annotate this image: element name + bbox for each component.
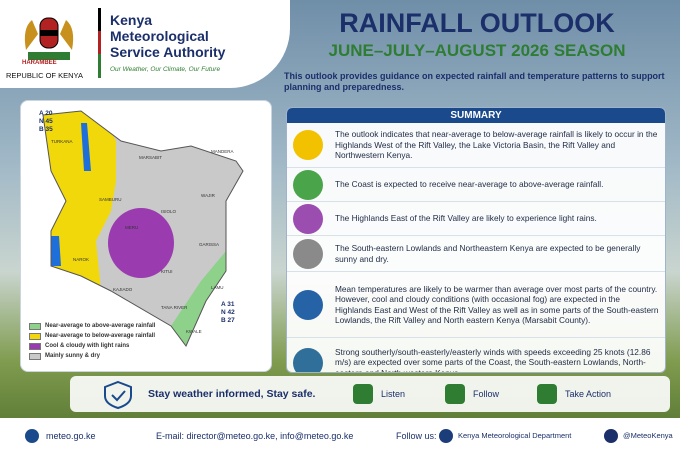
summary-item: Strong southerly/south-easterly/easterly… (287, 338, 665, 373)
action[interactable]: Listen (353, 384, 445, 404)
header: HARAMBEE REPUBLIC OF KENYA Kenya Meteorol… (0, 0, 290, 88)
probability-label: N 45 (39, 118, 53, 125)
summary-icon (293, 169, 323, 200)
intro: This outlook provides guidance on expect… (284, 71, 665, 92)
legend-label: Cool & cloudy with light rains (45, 343, 130, 349)
facebook[interactable]: Kenya Meteorological Department (458, 431, 572, 440)
organization: Kenya Meteorological Service Authority (110, 12, 225, 60)
legend-swatch (29, 352, 41, 360)
summary-icon (293, 347, 323, 372)
probability-label: A 31 (221, 301, 235, 308)
x-icon (604, 428, 618, 443)
legend-item: Cool & cloudy with light rains (29, 341, 155, 351)
legend-swatch (29, 332, 41, 340)
title: RAINFALL OUTLOOK (339, 8, 615, 38)
org-line: Meteorological (110, 28, 209, 44)
county-label: NAROK (73, 257, 89, 262)
globe-icon (25, 428, 39, 443)
summary-text: Mean temperatures are likely to be warme… (335, 283, 659, 326)
summary-icon (293, 130, 323, 160)
facebook-icon (439, 428, 453, 443)
legend-label: Mainly sunny & dry (45, 353, 101, 359)
map-panel: A 20 N 45 B 35 A 31 N 42 B 27 TURKANA MARSABIT M… (20, 100, 272, 372)
probability-label: B 27 (221, 317, 235, 324)
action-icon (353, 384, 373, 404)
action[interactable]: Follow (445, 384, 537, 404)
summary-text: The Coast is expected to receive near-av… (335, 179, 604, 190)
county-label: SAMBURU (99, 197, 122, 202)
summary-items: The outlook indicates that near-average … (287, 123, 665, 373)
motto: HARAMBEE (22, 60, 57, 66)
summary-text: The Highlands East of the Rift Valley ar… (335, 213, 597, 224)
org-line: Kenya (110, 12, 153, 28)
action[interactable]: Take Action (537, 384, 629, 404)
email[interactable]: E-mail: director@meteo.go.ke, info@meteo… (156, 430, 354, 441)
actions: Listen Follow Take Action (353, 384, 629, 404)
county-label: WAJIR (201, 193, 216, 198)
website[interactable]: meteo.go.ke (46, 430, 96, 441)
shield-icon (104, 380, 132, 409)
action-label: Listen (381, 389, 406, 399)
county-label: TURKANA (51, 139, 73, 144)
banner: Stay weather informed, Stay safe. Listen… (70, 376, 670, 412)
summary-icon (293, 238, 323, 269)
country: REPUBLIC OF KENYA (6, 71, 83, 80)
county-label: MERU (125, 225, 138, 230)
summary-text: Strong southerly/south-easterly/easterly… (335, 346, 651, 373)
probability-label: N 42 (221, 309, 235, 316)
legend: Near-average to above-average rainfall Ne… (29, 321, 155, 361)
action-label: Follow (473, 389, 500, 399)
legend-label: Near-average to above-average rainfall (45, 323, 156, 329)
subtitle: JUNE–JULY–AUGUST 2026 SEASON (328, 41, 626, 60)
summary-heading: SUMMARY (287, 108, 665, 123)
follow-label: Follow us: (396, 430, 437, 441)
county-label: LAMU (211, 285, 224, 290)
legend-item: Near-average to above-average rainfall (29, 321, 155, 331)
county-label: KITUI (161, 269, 173, 274)
title-block: RAINFALL OUTLOOK JUNE–JULY–AUGUST 2026 S… (284, 8, 670, 93)
action-icon (445, 384, 465, 404)
summary-icon (293, 289, 323, 320)
tagline: Our Weather, Our Climate, Our Future (110, 66, 221, 73)
summary: SUMMARY The outlook indicates that near-… (286, 107, 666, 373)
county-label: KWALE (186, 329, 202, 334)
legend-swatch (29, 322, 41, 330)
summary-item: The South-eastern Lowlands and Northeast… (287, 236, 665, 272)
summary-item: Mean temperatures are likely to be warme… (287, 272, 665, 338)
action-label: Take Action (565, 389, 612, 399)
summary-text: The outlook indicates that near-average … (335, 129, 658, 161)
legend-item: Near-average to below-average rainfall (29, 331, 155, 341)
action-icon (537, 384, 557, 404)
county-label: TANA RIVER (161, 305, 188, 310)
summary-item: The Coast is expected to receive near-av… (287, 168, 665, 202)
summary-icon (293, 203, 323, 234)
summary-text: The South-eastern Lowlands and Northeast… (335, 243, 641, 264)
org-line: Service Authority (110, 44, 226, 60)
legend-label: Near-average to below-average rainfall (45, 333, 156, 339)
county-label: MANDERA (211, 149, 234, 154)
footer: meteo.go.ke E-mail: director@meteo.go.ke… (0, 418, 680, 453)
county-label: MARSABIT (139, 155, 162, 160)
county-label: KAJIADO (113, 287, 133, 292)
summary-item: The Highlands East of the Rift Valley ar… (287, 202, 665, 236)
map: A 20N 45B 35 A 31N 42B 27 TURKANA MARSABIT M… (39, 110, 244, 347)
legend-item: Mainly sunny & dry (29, 351, 155, 361)
county-label: ISIOLO (161, 209, 177, 214)
x-handle[interactable]: @MeteoKenya (623, 431, 673, 440)
divider (98, 8, 101, 78)
summary-item: The outlook indicates that near-average … (287, 123, 665, 168)
legend-swatch (29, 342, 41, 350)
emblem (24, 17, 74, 60)
county-label: GARISSA (199, 242, 219, 247)
probability-label: B 35 (39, 126, 53, 133)
banner-message: Stay weather informed, Stay safe. (148, 388, 316, 400)
probability-label: A 20 (39, 110, 53, 117)
